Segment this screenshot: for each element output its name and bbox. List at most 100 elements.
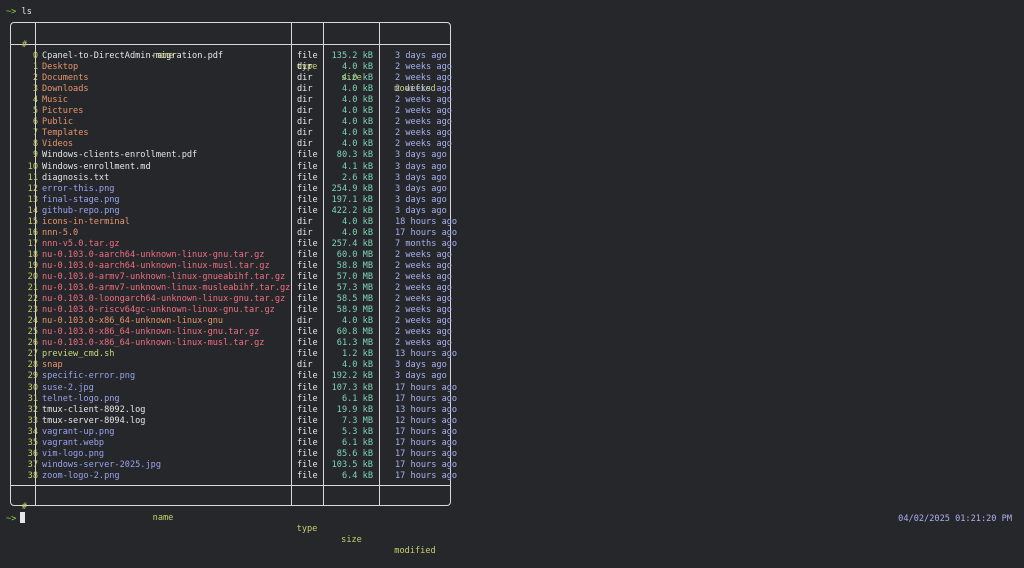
row-size: 58.9 MB	[336, 305, 373, 316]
row-index: 6	[32, 117, 38, 128]
table-row: 37 windows-server-2025.jpg file 103.5 kB 17 …	[11, 459, 457, 471]
input-prompt[interactable]: ~>	[6, 512, 26, 524]
row-type: dir	[297, 95, 313, 106]
row-modified: 13 hours ago	[395, 349, 458, 360]
row-modified: 3 days ago	[395, 150, 447, 161]
row-index: 18	[27, 249, 38, 260]
row-modified: 2 weeks ago	[395, 272, 452, 282]
row-type: file	[297, 150, 318, 161]
table-row: 14 github-repo.png file 422.2 kB 3 days ago	[11, 206, 450, 217]
row-type: dir	[297, 62, 313, 73]
row-size: 60.0 MB	[336, 249, 373, 260]
row-name: diagnosis.txt	[42, 172, 110, 183]
footer-divider	[11, 485, 450, 486]
row-name: Pictures	[42, 106, 84, 117]
row-modified: 3 days ago	[395, 371, 447, 382]
row-name: windows-server-2025.jpg	[42, 459, 161, 470]
row-modified: 3 days ago	[395, 205, 447, 216]
row-index: 1	[32, 62, 38, 73]
row-type: file	[297, 448, 318, 459]
row-name: nnn-v5.0.tar.gz	[42, 238, 120, 249]
row-index: 11	[27, 172, 38, 183]
row-size: 6.1 kB	[341, 393, 373, 404]
table-row: 5 Pictures dir 4.0 kB 2 weeks ago	[11, 106, 452, 117]
table-row: 36 vim-logo.png file 85.6 kB 17 hours ago	[11, 448, 457, 460]
row-size: 58.8 MB	[336, 260, 373, 271]
row-type: file	[297, 305, 318, 316]
table-row: 4 Music dir 4.0 kB 2 weeks ago	[11, 95, 452, 106]
row-size: 4.0 kB	[341, 227, 373, 238]
row-type: file	[297, 393, 318, 404]
table-row: 19 nu-0.103.0-aarch64-unknown-linux-musl.…	[11, 260, 452, 272]
row-index: 35	[27, 437, 38, 448]
row-modified: 2 weeks ago	[395, 305, 452, 316]
table-row: 31 telnet-logo.png file 6.1 kB 17 hours ago	[11, 393, 457, 405]
row-index: 10	[27, 161, 38, 172]
row-modified: 17 hours ago	[395, 448, 458, 459]
row-name: Templates	[42, 128, 89, 139]
row-modified: 17 hours ago	[395, 459, 458, 470]
row-index: 36	[27, 448, 38, 459]
row-name: error-this.png	[42, 183, 115, 194]
row-index: 9	[32, 150, 38, 161]
row-name: Downloads	[42, 84, 89, 95]
text-cursor[interactable]	[20, 512, 26, 523]
row-type: file	[297, 404, 318, 415]
row-name: specific-error.png	[42, 371, 136, 382]
row-name: Music	[42, 95, 68, 106]
row-name: nu-0.103.0-x86_64-unknown-linux-gnu.tar.…	[42, 327, 260, 338]
command-text: ls	[21, 7, 32, 17]
row-type: file	[297, 371, 318, 382]
row-size: 4.1 kB	[341, 161, 373, 172]
row-modified: 3 days ago	[395, 194, 447, 205]
table-header: # name type size modified	[11, 29, 450, 94]
row-name: vagrant-up.png	[42, 426, 115, 437]
row-size: 5.3 kB	[341, 426, 373, 437]
row-type: dir	[297, 316, 313, 327]
table-row: 33 tmux-server-8094.log file 7.3 MB 12 hours…	[11, 415, 457, 427]
row-name: nu-0.103.0-riscv64gc-unknown-linux-gnu.t…	[42, 305, 275, 316]
table-row: 34 vagrant-up.png file 5.3 kB 17 hours ago	[11, 426, 457, 438]
table-row: 16 nnn-5.0 dir 4.0 kB 17 hours ago	[11, 227, 457, 239]
row-type: dir	[297, 84, 313, 95]
row-size: 257.4 kB	[331, 238, 373, 249]
row-modified: 17 hours ago	[395, 382, 458, 393]
row-size: 4.0 kB	[341, 73, 373, 84]
prompt-arrow: ~>	[6, 514, 17, 524]
row-index: 31	[27, 393, 38, 404]
column-divider	[379, 23, 380, 505]
row-name: nu-0.103.0-armv7-unknown-linux-musleabih…	[42, 283, 291, 294]
row-name: Public	[42, 117, 74, 128]
table-row: 21 nu-0.103.0-armv7-unknown-linux-musleab…	[11, 283, 452, 294]
row-size: 61.3 MB	[336, 338, 373, 349]
row-index: 30	[27, 382, 38, 393]
row-name: nu-0.103.0-loongarch64-unknown-linux-gnu…	[42, 294, 286, 305]
row-name: preview_cmd.sh	[42, 349, 115, 360]
row-index: 12	[27, 183, 38, 194]
row-modified: 2 weeks ago	[395, 128, 452, 139]
row-size: 1.2 kB	[341, 349, 373, 360]
row-modified: 3 days ago	[395, 183, 447, 194]
row-name: nnn-5.0	[42, 227, 79, 238]
row-size: 4.0 kB	[341, 360, 373, 371]
row-name: nu-0.103.0-armv7-unknown-linux-gnueabihf…	[42, 272, 286, 282]
row-size: 103.5 kB	[331, 459, 373, 470]
row-size: 7.3 MB	[341, 415, 373, 426]
table-row: 30 suse-2.jpg file 107.3 kB 17 hours ago	[11, 382, 457, 394]
row-modified: 17 hours ago	[395, 426, 458, 437]
row-size: 60.8 MB	[336, 327, 373, 338]
table-row: 8 Videos dir 4.0 kB 2 weeks ago	[11, 139, 452, 150]
row-index: 37	[27, 459, 38, 470]
row-modified: 17 hours ago	[395, 393, 458, 404]
row-name: Documents	[42, 73, 89, 84]
row-size: 4.0 kB	[341, 117, 373, 128]
row-size: 197.1 kB	[331, 194, 373, 205]
row-name: snap	[42, 360, 63, 371]
row-type: file	[297, 283, 318, 294]
row-size: 4.0 kB	[341, 62, 373, 73]
row-type: file	[297, 161, 318, 172]
row-name: final-stage.png	[42, 194, 120, 205]
table-row: 17 nnn-v5.0.tar.gz file 257.4 kB 7 months ag…	[11, 238, 457, 250]
footer-index: #	[21, 502, 28, 512]
header-name: name	[152, 51, 174, 61]
